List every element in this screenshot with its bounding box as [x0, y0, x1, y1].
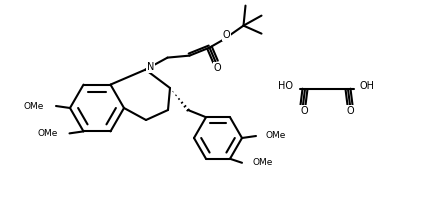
Text: OMe: OMe: [24, 101, 44, 111]
Text: O: O: [300, 106, 308, 116]
Text: OMe: OMe: [266, 131, 286, 141]
Text: OMe: OMe: [37, 129, 58, 138]
Text: OMe: OMe: [252, 158, 272, 167]
Text: N: N: [147, 62, 154, 72]
Text: O: O: [222, 30, 230, 40]
Text: HO: HO: [278, 81, 293, 91]
Text: OH: OH: [360, 81, 375, 91]
Text: O: O: [214, 63, 221, 73]
Text: O: O: [346, 106, 354, 116]
